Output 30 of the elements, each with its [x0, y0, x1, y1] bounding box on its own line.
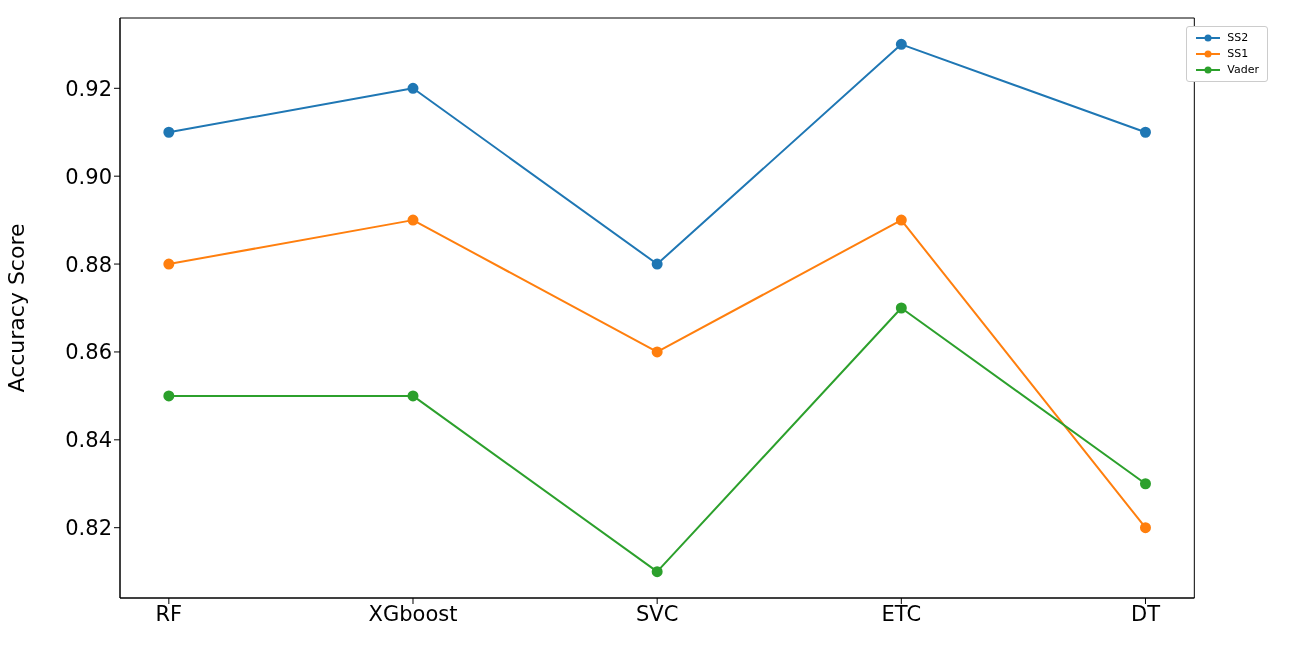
- point: [651, 346, 663, 358]
- point: [895, 302, 907, 314]
- y-tick-label: 0.82: [65, 516, 112, 541]
- y-tick-label: 0.84: [65, 428, 112, 453]
- point: [407, 390, 419, 402]
- point: [1139, 126, 1151, 138]
- x-tick-label: ETC: [881, 601, 922, 626]
- point: [163, 126, 175, 138]
- y-axis-title: Accuracy Score: [3, 223, 29, 393]
- y-tick-label: 0.92: [65, 76, 112, 101]
- legend-label: SS2: [1227, 30, 1249, 46]
- point: [895, 214, 907, 226]
- y-tick-label: 0.90: [65, 164, 112, 189]
- point: [1139, 478, 1151, 490]
- point: [895, 38, 907, 50]
- point: [407, 82, 419, 94]
- legend-label: SS1: [1227, 46, 1249, 62]
- point: [163, 390, 175, 402]
- point: [651, 258, 663, 270]
- point: [407, 214, 419, 226]
- x-tick-label: SVC: [635, 601, 679, 626]
- point: [163, 258, 175, 270]
- point: [651, 566, 663, 578]
- x-tick-label: RF: [155, 601, 183, 626]
- x-tick-label: XGboost: [368, 601, 458, 626]
- y-tick-label: 0.88: [65, 252, 112, 277]
- x-tick-label: DT: [1130, 601, 1161, 626]
- point: [1139, 522, 1151, 534]
- y-tick-label: 0.86: [65, 340, 112, 365]
- legend-label: Vader: [1227, 62, 1259, 78]
